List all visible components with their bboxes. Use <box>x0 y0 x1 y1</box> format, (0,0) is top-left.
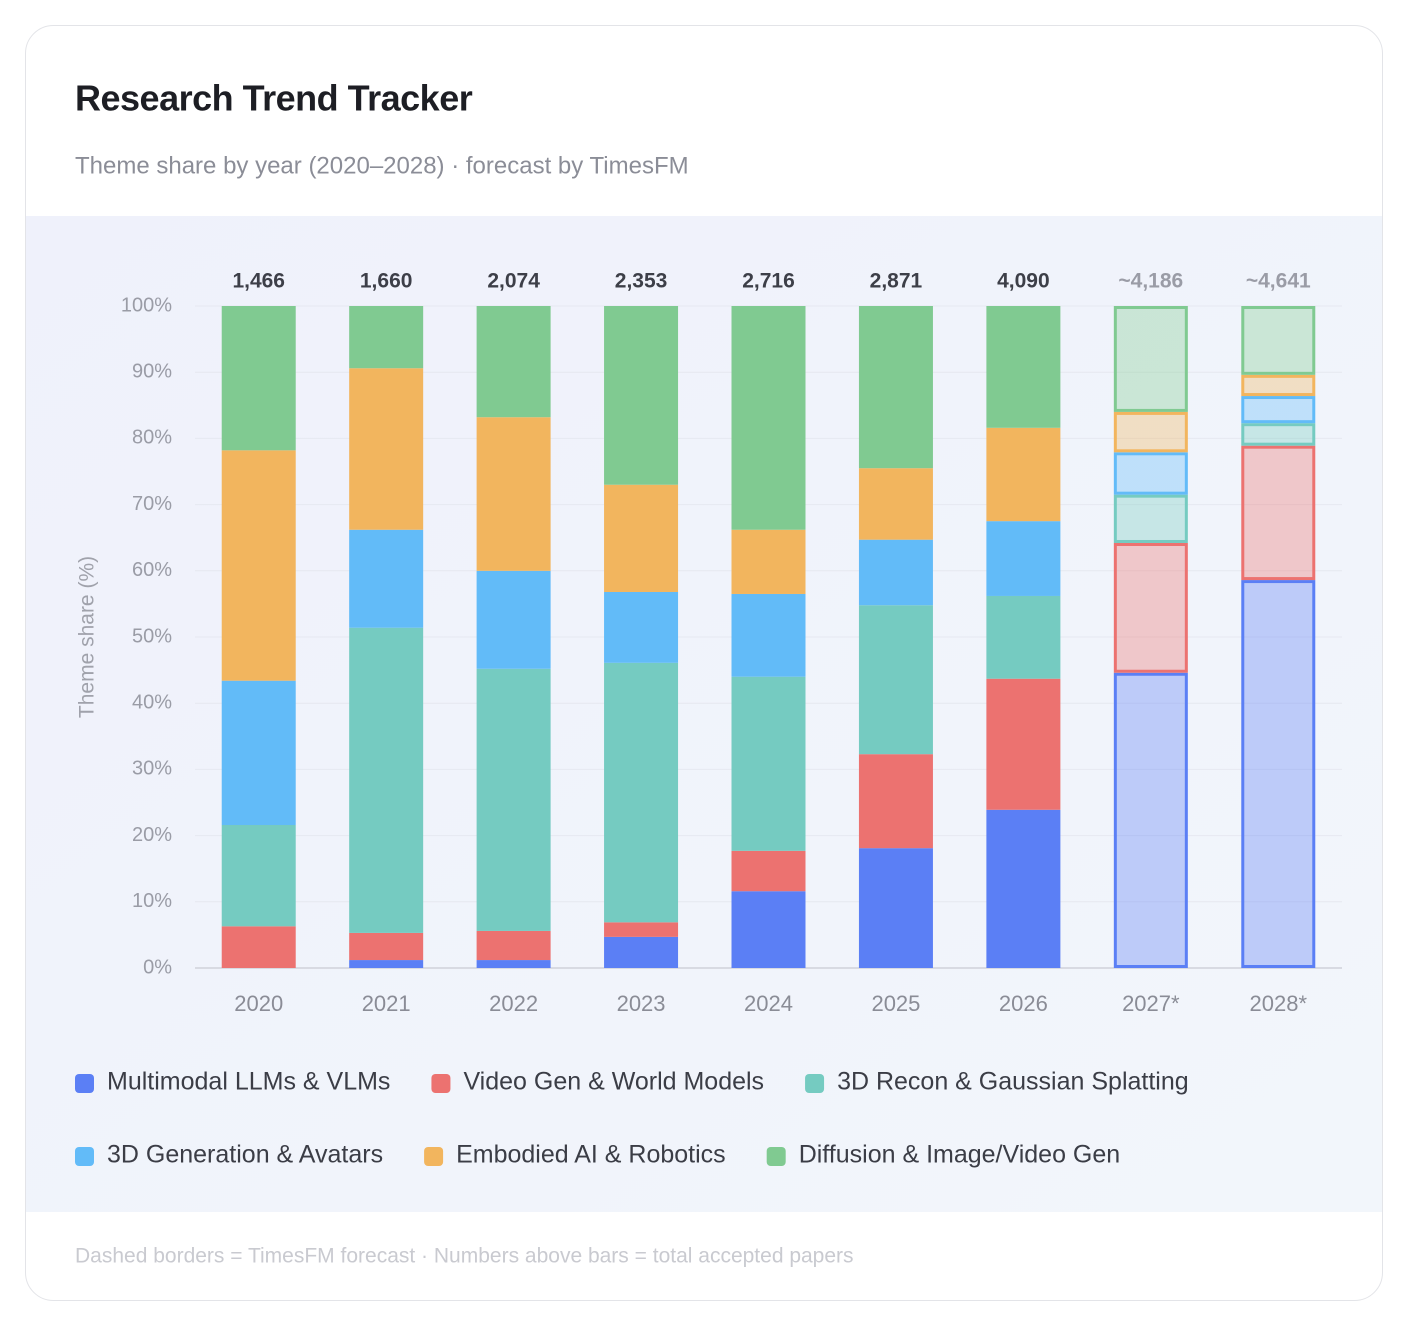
y-tick-label: 70% <box>132 493 172 515</box>
total-label: 1,660 <box>360 270 413 293</box>
bar-segment <box>858 848 933 968</box>
legend-label: 3D Generation & Avatars <box>107 1141 383 1169</box>
legend-label: Video Gen & World Models <box>463 1068 764 1096</box>
bar-segment <box>731 850 806 892</box>
y-tick-label: 40% <box>132 691 172 713</box>
x-tick-label: 2020 <box>234 991 283 1016</box>
x-tick-label: 2021 <box>362 991 411 1016</box>
y-axis-label: Theme share (%) <box>76 556 99 718</box>
legend-swatch <box>75 1147 94 1166</box>
bar-segment <box>731 593 806 677</box>
bar-segment <box>986 678 1061 810</box>
total-label: 2,074 <box>487 270 540 293</box>
legend-swatch <box>766 1147 786 1166</box>
x-tick-label: 2022 <box>489 991 538 1016</box>
x-tick-label: 2025 <box>871 991 920 1016</box>
x-tick-label: 2028* <box>1250 991 1308 1016</box>
bar-segment <box>349 932 424 961</box>
legend-label: Embodied AI & Robotics <box>456 1141 726 1169</box>
bar-segment <box>731 891 806 968</box>
bar-segment-forecast <box>1241 445 1316 581</box>
x-tick-label: 2024 <box>744 991 793 1016</box>
y-tick-label: 0% <box>143 956 172 978</box>
bar-segment-forecast <box>1113 542 1188 673</box>
total-label: ~4,186 <box>1118 270 1183 293</box>
bar-segment <box>476 960 551 968</box>
bar-segment <box>221 680 296 826</box>
legend-label: Multimodal LLMs & VLMs <box>107 1068 390 1096</box>
legend-swatch <box>431 1074 451 1093</box>
bar-segment <box>604 484 679 592</box>
bar-segment <box>986 809 1061 968</box>
bar-segment-forecast <box>1113 306 1188 412</box>
bar-segment <box>349 368 424 530</box>
bar-segment <box>604 936 679 968</box>
bar-segment <box>221 306 296 451</box>
x-tick-label: 2027* <box>1122 991 1180 1016</box>
bar-segment-forecast <box>1113 494 1188 543</box>
bar-segment <box>986 427 1061 522</box>
bar-segment-forecast <box>1241 423 1316 446</box>
legend-label: 3D Recon & Gaussian Splatting <box>837 1068 1189 1096</box>
bar-segment <box>221 450 296 681</box>
chart-title: Research Trend Tracker <box>75 78 473 119</box>
bar-segment <box>349 306 424 369</box>
x-tick-label: 2026 <box>999 991 1048 1016</box>
bar-segment <box>349 529 424 628</box>
total-label: ~4,641 <box>1246 270 1311 293</box>
y-tick-label: 20% <box>132 824 172 846</box>
bar-segment-forecast <box>1241 306 1316 375</box>
bar-segment <box>986 595 1061 679</box>
bar-segment <box>731 676 806 851</box>
total-label: 2,716 <box>742 270 795 293</box>
bar-segment <box>604 662 679 923</box>
bar-segment <box>349 627 424 933</box>
y-tick-label: 10% <box>132 890 172 912</box>
bar-segment-forecast <box>1113 411 1188 453</box>
bar-segment <box>858 306 933 469</box>
legend-swatch <box>75 1074 94 1093</box>
bar-segment <box>476 417 551 571</box>
y-tick-label: 60% <box>132 559 172 581</box>
legend-swatch <box>805 1074 825 1093</box>
total-label: 4,090 <box>997 270 1050 293</box>
legend-swatch <box>424 1147 444 1166</box>
chart-subtitle: Theme share by year (2020–2028) · foreca… <box>75 152 689 179</box>
bar-segment <box>858 539 933 606</box>
total-label: 1,466 <box>232 270 285 293</box>
y-tick-label: 90% <box>132 360 172 382</box>
bar-segment-forecast <box>1241 580 1316 968</box>
bar-segment <box>858 605 933 755</box>
footnote: Dashed borders = TimesFM forecast · Numb… <box>75 1245 854 1268</box>
bar-segment <box>858 468 933 540</box>
bar-segment-forecast <box>1113 452 1188 495</box>
bar-segment <box>476 668 551 931</box>
y-tick-label: 80% <box>132 427 172 449</box>
y-tick-label: 100% <box>121 294 172 316</box>
bar-segment <box>986 521 1061 596</box>
bar-segment <box>604 306 679 485</box>
bar-segment <box>986 306 1061 428</box>
bar-segment <box>604 922 679 937</box>
bar-segment <box>731 529 806 594</box>
total-label: 2,353 <box>615 270 668 293</box>
total-label: 2,871 <box>870 270 923 293</box>
bar-segment <box>476 930 551 961</box>
bar-segment <box>858 754 933 849</box>
bar-segment <box>476 570 551 669</box>
x-tick-label: 2023 <box>617 991 666 1016</box>
y-tick-label: 30% <box>132 758 172 780</box>
legend-label: Diffusion & Image/Video Gen <box>799 1141 1121 1169</box>
bar-segment <box>221 926 296 968</box>
bar-segment <box>221 825 296 927</box>
bar-segment <box>476 306 551 418</box>
bar-segment-forecast <box>1241 374 1316 397</box>
y-tick-label: 50% <box>132 625 172 647</box>
bar-segment-forecast <box>1241 396 1316 424</box>
bar-segment-forecast <box>1113 672 1188 968</box>
bar-segment <box>731 306 806 530</box>
bar-segment <box>349 960 424 968</box>
bar-segment <box>604 591 679 663</box>
